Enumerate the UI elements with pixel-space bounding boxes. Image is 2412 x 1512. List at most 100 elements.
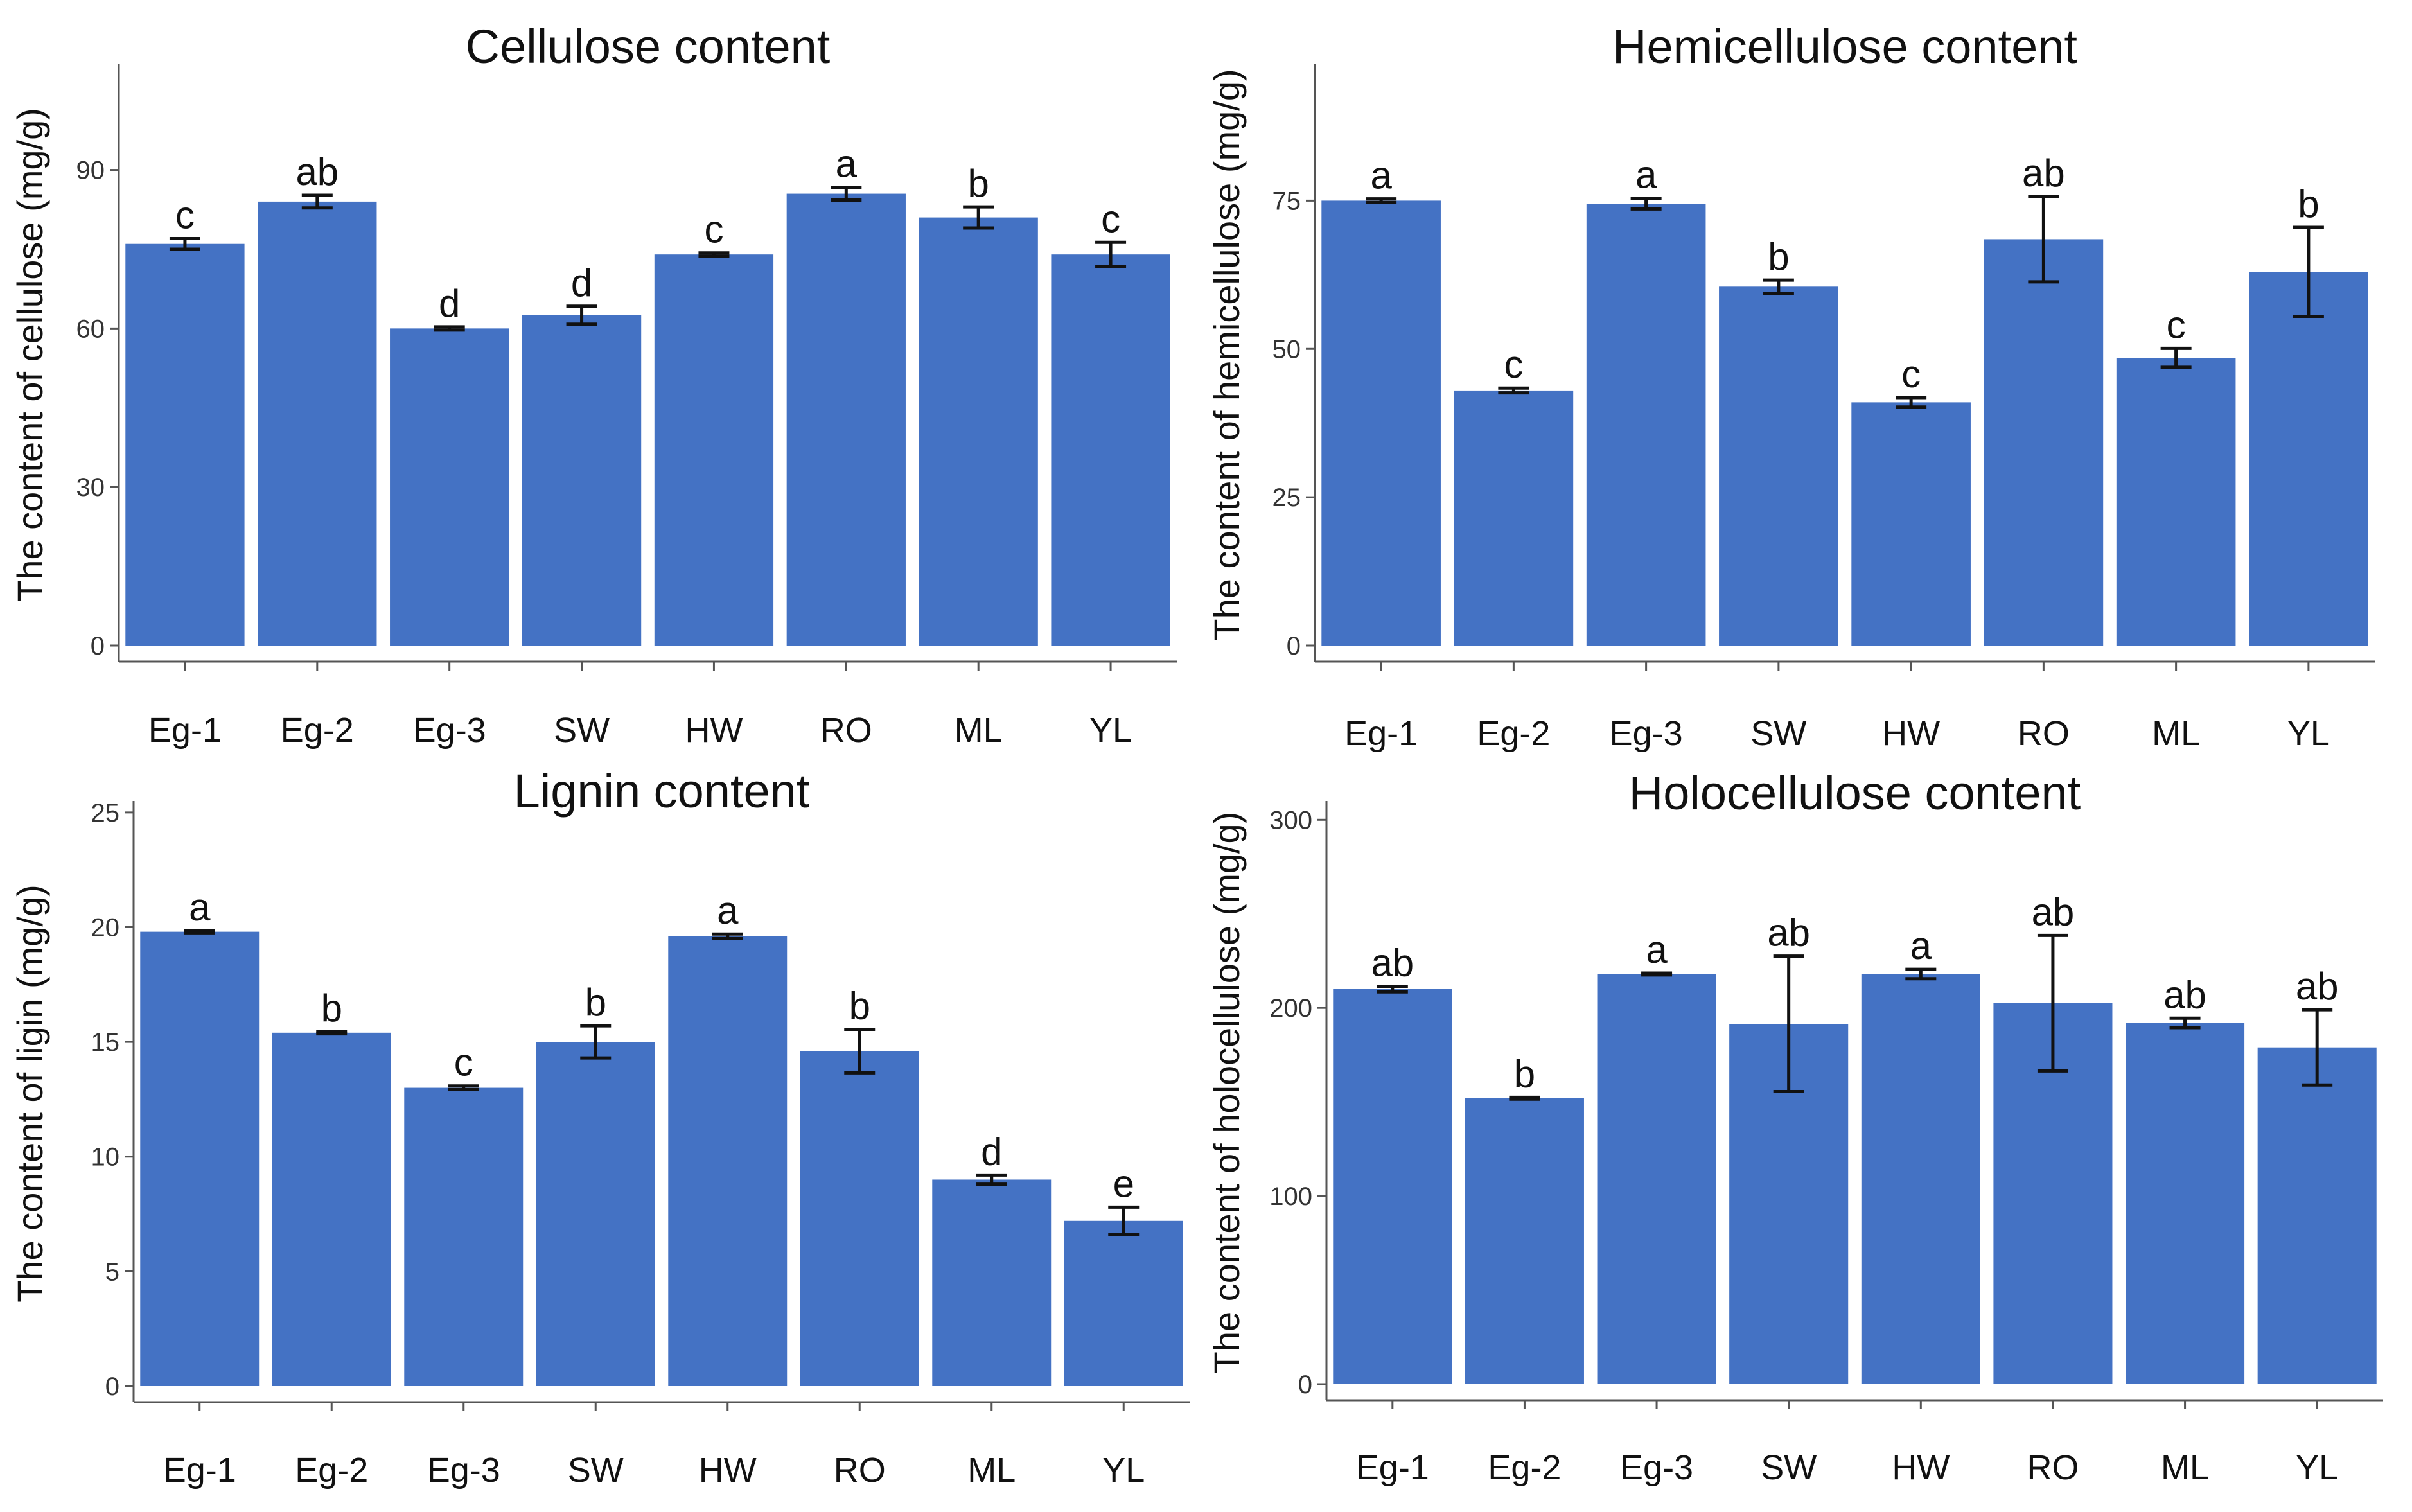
chart-holocellulose: Holocellulose content The content of holo…: [1206, 766, 2383, 1487]
bar: [1321, 200, 1441, 646]
x-tick-label: ML: [2152, 714, 2200, 753]
x-tick-label: Eg-3: [1610, 714, 1683, 753]
significance-label: b: [585, 981, 606, 1024]
x-tick-label: HW: [685, 711, 743, 750]
significance-label: ab: [1371, 942, 1414, 985]
significance-label: ab: [2032, 890, 2075, 933]
significance-label: a: [189, 886, 211, 929]
y-tick-label: 0: [105, 1373, 119, 1401]
bar: [272, 1032, 391, 1386]
significance-label: ab: [1767, 911, 1810, 954]
x-tick-label: RO: [2027, 1448, 2079, 1487]
x-tick-label: Eg-1: [163, 1451, 236, 1490]
bar: [932, 1179, 1052, 1386]
x-tick-label: YL: [2287, 714, 2330, 753]
bar: [536, 1042, 655, 1386]
chart-hemicellulose: Hemicellulose content The content of hemi…: [1206, 20, 2375, 753]
y-tick-label: 60: [76, 315, 105, 343]
significance-label: d: [981, 1130, 1002, 1173]
significance-label: b: [1514, 1052, 1535, 1095]
significance-label: c: [1901, 353, 1921, 396]
y-tick-label: 25: [91, 799, 120, 827]
x-tick-label: YL: [2296, 1448, 2338, 1487]
y-tick-label: 10: [91, 1143, 120, 1172]
significance-label: b: [321, 987, 342, 1030]
bar: [522, 315, 642, 646]
x-tick-label: ML: [2161, 1448, 2209, 1487]
bar: [1051, 254, 1170, 646]
bar: [919, 217, 1038, 646]
panel-hemicellulose: Hemicellulose content The content of hemi…: [1206, 0, 2411, 756]
bar: [668, 936, 788, 1386]
x-tick-label: Eg-2: [1477, 714, 1550, 753]
significance-label: c: [2167, 303, 2186, 346]
significance-label: ab: [2163, 973, 2206, 1016]
y-tick-label: 0: [91, 632, 105, 660]
bar: [390, 328, 509, 646]
x-tick-label: Eg-1: [1344, 714, 1418, 753]
x-tick-label: Eg-1: [1356, 1448, 1429, 1487]
chart-title: Holocellulose content: [1629, 766, 2081, 820]
chart-lignin: Lignin content The content of ligin (mg/g…: [10, 764, 1190, 1490]
y-tick-label: 15: [91, 1028, 120, 1057]
x-tick-label: SW: [1761, 1448, 1817, 1487]
x-tick-label: YL: [1089, 711, 1132, 750]
y-tick-label: 90: [76, 157, 105, 185]
chart-title: Lignin content: [514, 764, 810, 818]
x-tick-label: ML: [955, 711, 1003, 750]
bar: [140, 931, 260, 1386]
significance-label: c: [175, 194, 195, 237]
x-tick-label: Eg-2: [295, 1451, 368, 1490]
x-tick-label: Eg-3: [1620, 1448, 1693, 1487]
bar: [1454, 390, 1574, 646]
significance-label: a: [1646, 928, 1668, 971]
bar: [654, 254, 774, 646]
chart-title: Cellulose content: [466, 20, 831, 73]
y-tick-label: 20: [91, 913, 120, 942]
bar: [2126, 1023, 2245, 1384]
x-tick-label: SW: [568, 1451, 624, 1490]
x-tick-label: Eg-2: [1488, 1448, 1561, 1487]
bar: [1064, 1220, 1183, 1386]
bar: [404, 1087, 524, 1386]
y-axis-label: The content of hemicellulose (mg/g): [1206, 69, 1247, 640]
y-tick-label: 75: [1272, 187, 1301, 215]
x-tick-label: HW: [1882, 714, 1940, 753]
bar: [1586, 204, 1706, 646]
significance-label: a: [836, 143, 858, 186]
x-tick-label: Eg-3: [427, 1451, 500, 1490]
significance-label: d: [571, 261, 592, 304]
significance-label: c: [1101, 197, 1120, 240]
significance-label: c: [454, 1041, 473, 1084]
y-tick-label: 0: [1298, 1371, 1312, 1399]
bar: [1465, 1098, 1584, 1384]
x-tick-label: RO: [820, 711, 872, 750]
y-axis-label: The content of cellulose (mg/g): [10, 108, 50, 602]
significance-label: c: [704, 208, 723, 251]
bar: [786, 193, 906, 646]
panel-cellulose: Cellulose content The content of cellulos…: [0, 0, 1206, 756]
significance-label: a: [1635, 154, 1657, 197]
x-tick-label: Eg-2: [281, 711, 354, 750]
bar: [1851, 402, 1971, 646]
significance-label: d: [439, 282, 460, 325]
x-tick-label: ML: [967, 1451, 1016, 1490]
y-tick-label: 25: [1272, 484, 1301, 512]
bar: [2116, 358, 2236, 646]
y-tick-label: 30: [76, 473, 105, 502]
chart-title: Hemicellulose content: [1612, 20, 2077, 73]
x-tick-label: Eg-3: [413, 711, 486, 750]
panel-lignin: Lignin content The content of ligin (mg/g…: [0, 756, 1206, 1512]
x-tick-label: HW: [699, 1451, 757, 1490]
bar: [258, 201, 377, 646]
significance-label: a: [717, 889, 739, 932]
y-axis-label: The content of holocellulose (mg/g): [1206, 812, 1247, 1374]
x-tick-label: SW: [1750, 714, 1806, 753]
y-tick-label: 100: [1269, 1182, 1312, 1211]
significance-label: ab: [2022, 152, 2065, 195]
bar: [1719, 286, 1838, 646]
bar: [2257, 1047, 2377, 1384]
x-tick-label: SW: [554, 711, 610, 750]
bar: [2249, 272, 2368, 646]
